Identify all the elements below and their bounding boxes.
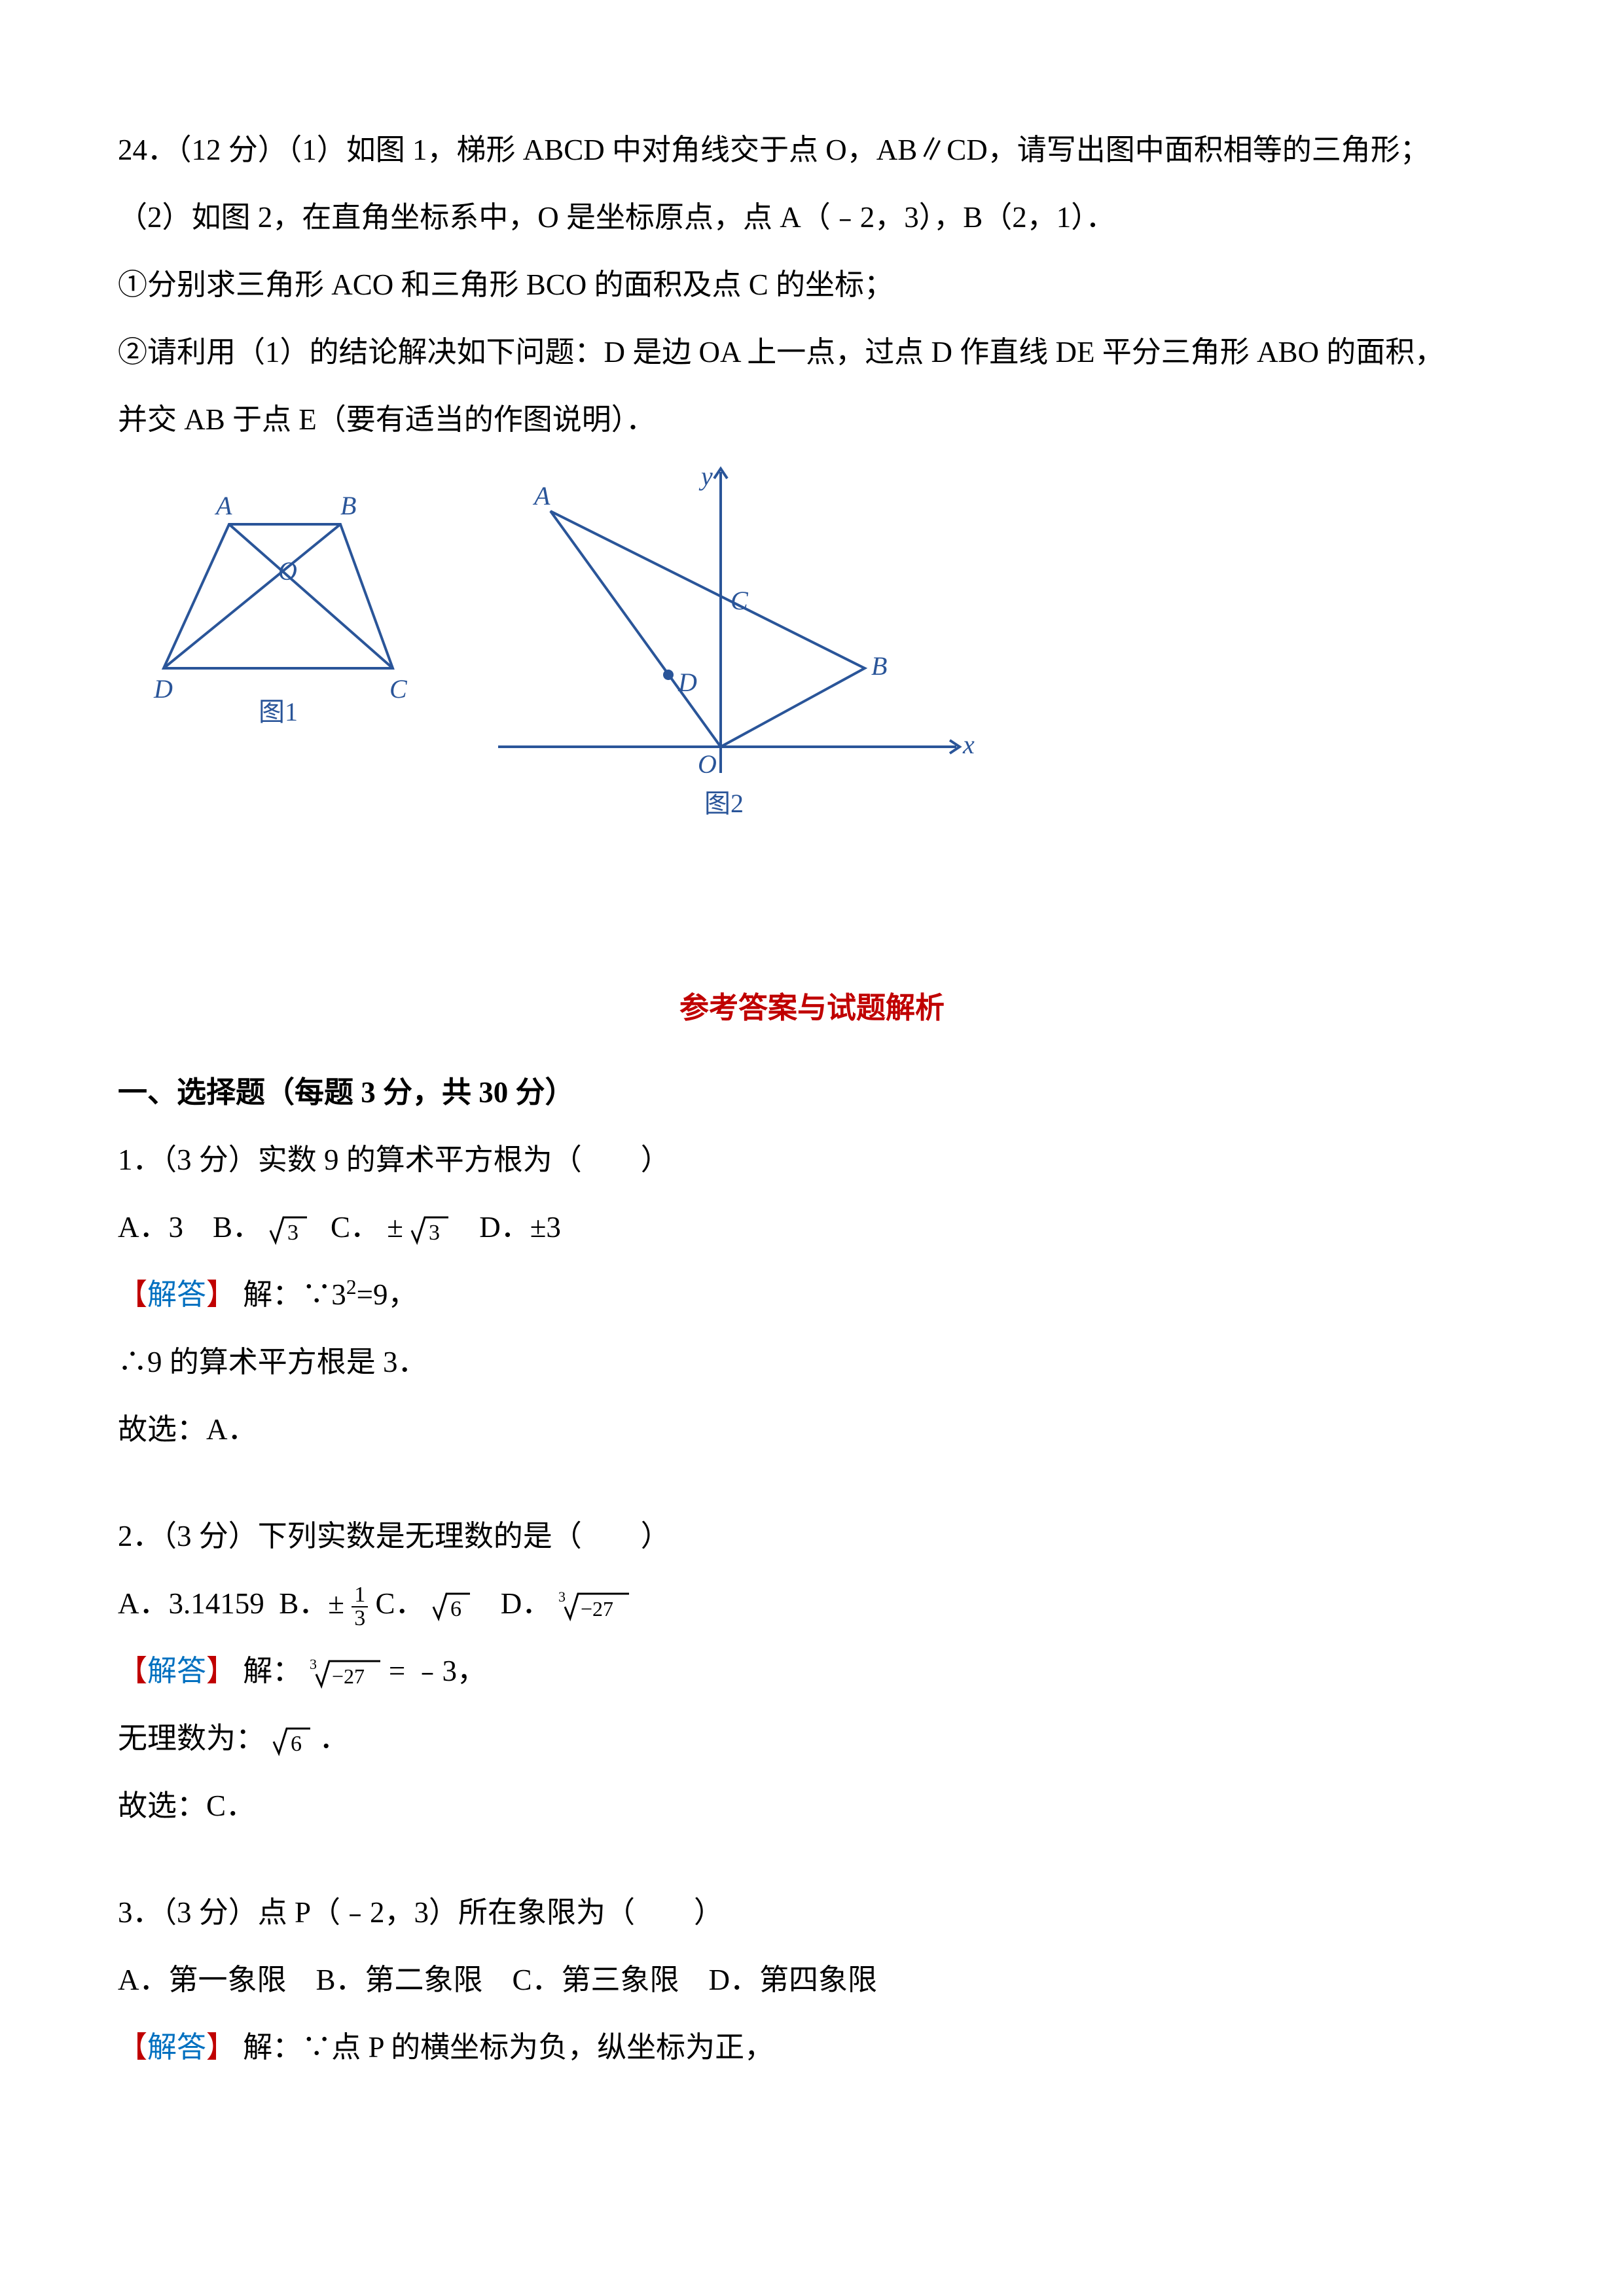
- q24-line1: 24．（12 分）（1）如图 1，梯形 ABCD 中对角线交于点 O，AB∥CD…: [118, 118, 1506, 183]
- q3-options: A．第一象限 B．第二象限 C．第三象限 D．第四象限: [118, 1948, 1506, 2013]
- q1-stem: 1．（3 分）实数 9 的算术平方根为（ ）: [118, 1128, 1506, 1193]
- sqrt6-icon-2: 6: [272, 1725, 312, 1759]
- q3-ans-1: 解：∵点 P 的横坐标为负，纵坐标为正，: [243, 2031, 774, 2064]
- svg-text:3: 3: [310, 1657, 317, 1672]
- q1-answer-line2: ∴9 的算术平方根是 3．: [118, 1330, 1506, 1395]
- svg-text:−27: −27: [581, 1597, 613, 1621]
- answer-word-2: 解答: [147, 1655, 206, 1687]
- q1-options: A．3 B． 3 C． ± 3 D．±3: [118, 1195, 1506, 1260]
- fig1-label-O: O: [278, 556, 297, 586]
- q24-line2: （2）如图 2，在直角坐标系中，O 是坐标原点，点 A（﹣2，3），B（2，1）…: [118, 185, 1506, 250]
- spacer-2: [118, 1841, 1506, 1880]
- fig2-point-D: [663, 670, 674, 680]
- q2-ans-l2-suffix: ．: [319, 1722, 349, 1755]
- q1-answer-line3: 故选：A．: [118, 1397, 1506, 1462]
- svg-text:6: 6: [450, 1597, 461, 1621]
- answer-word-3: 解答: [147, 2031, 206, 2064]
- answers-section-title: 参考答案与试题解析: [118, 976, 1506, 1041]
- q1-answer-line1: 【解答】 解：∵32=9，: [118, 1263, 1506, 1327]
- fig1-label-C: C: [389, 674, 408, 704]
- section1-header: 一、选择题（每题 3 分，共 30 分）: [118, 1060, 1506, 1125]
- frac-den: 3: [352, 1607, 368, 1630]
- q1-opt-d: D．±3: [479, 1211, 561, 1244]
- answer-word: 解答: [147, 1278, 206, 1311]
- svg-text:6: 6: [291, 1732, 302, 1756]
- fig2-label-B: B: [871, 651, 887, 681]
- fig2-label-A: A: [532, 481, 550, 511]
- fig2-label-x: x: [962, 730, 975, 759]
- q24-line4: ②请利用（1）的结论解决如下问题：D 是边 OA 上一点，过点 D 作直线 DE…: [118, 320, 1506, 385]
- svg-text:−27: −27: [332, 1664, 365, 1688]
- answer-bracket-close: 】: [206, 1278, 236, 1311]
- fig1-label-B: B: [340, 491, 356, 520]
- sqrt3-icon: 3: [269, 1213, 308, 1247]
- cuberoot-neg27-icon: 3 −27: [558, 1590, 630, 1624]
- q2-answer-line1: 【解答】 解： 3 −27 = ﹣3，: [118, 1639, 1506, 1704]
- q24-line3: ①分别求三角形 ACO 和三角形 BCO 的面积及点 C 的坐标；: [118, 253, 1506, 317]
- fig2-label-y: y: [698, 465, 713, 491]
- fig1-label-A: A: [214, 491, 232, 520]
- q2-opt-c: C．: [375, 1587, 424, 1620]
- q3-answer-line1: 【解答】 解：∵点 P 的横坐标为负，纵坐标为正，: [118, 2015, 1506, 2080]
- q24-figures: A B C D O 图1 A B C D O x y: [151, 465, 1506, 819]
- q2-ans-eq: = ﹣3，: [389, 1655, 486, 1687]
- fig1-label-D: D: [153, 674, 173, 704]
- fig2-label-O: O: [698, 749, 717, 779]
- sqrt6-icon: 6: [432, 1590, 471, 1624]
- plus-minus-1: ±: [387, 1211, 403, 1244]
- svg-text:3: 3: [287, 1221, 298, 1245]
- q1-exponent: 2: [346, 1276, 357, 1299]
- answer-bracket-close-3: 】: [206, 2031, 236, 2064]
- figure-1-svg: A B C D O 图1: [151, 465, 465, 727]
- answer-bracket-open-3: 【: [118, 2031, 147, 2064]
- answer-bracket-close-2: 】: [206, 1655, 236, 1687]
- fig2-label-C: C: [731, 586, 749, 615]
- frac-num: 1: [352, 1584, 368, 1607]
- q2-answer-line2: 无理数为： 6 ．: [118, 1706, 1506, 1771]
- spacer: [118, 1465, 1506, 1504]
- q2-opt-d: D．: [501, 1587, 552, 1620]
- q3-stem: 3．（3 分）点 P（﹣2，3）所在象限为（ ）: [118, 1880, 1506, 1945]
- q2-ans-prefix: 解：: [243, 1655, 302, 1687]
- q1-ans-1b: =9，: [357, 1278, 418, 1311]
- q2-ans-l2-prefix: 无理数为：: [118, 1722, 265, 1755]
- q1-opt-a: A．3: [118, 1211, 183, 1244]
- fraction-1-3: 1 3: [352, 1584, 368, 1630]
- q1-opt-b-prefix: B．: [213, 1211, 262, 1244]
- q1-ans-1a: 解：∵3: [243, 1278, 346, 1311]
- q2-opt-b: B．±: [279, 1587, 344, 1620]
- sqrt3-icon-2: 3: [410, 1213, 450, 1247]
- figure-2-svg: A B C D O x y 图2: [498, 465, 983, 819]
- q2-answer-line3: 故选：C．: [118, 1774, 1506, 1839]
- q2-stem: 2．（3 分）下列实数是无理数的是（ ）: [118, 1504, 1506, 1569]
- q1-opt-c-prefix: C．: [331, 1211, 380, 1244]
- svg-text:3: 3: [558, 1590, 566, 1605]
- answer-bracket-open-2: 【: [118, 1655, 147, 1687]
- svg-text:3: 3: [429, 1221, 440, 1245]
- fig1-caption: 图1: [259, 697, 298, 726]
- fig2-label-D: D: [677, 668, 697, 697]
- q24-line5: 并交 AB 于点 E（要有适当的作图说明）．: [118, 387, 1506, 452]
- cuberoot-neg27-icon-2: 3 −27: [310, 1657, 382, 1691]
- q2-options: A．3.14159 B．± 1 3 C． 6 D． 3 −27: [118, 1571, 1506, 1636]
- fig2-caption: 图2: [704, 789, 744, 818]
- q2-opt-a: A．3.14159: [118, 1587, 264, 1620]
- answer-bracket-open: 【: [118, 1278, 147, 1311]
